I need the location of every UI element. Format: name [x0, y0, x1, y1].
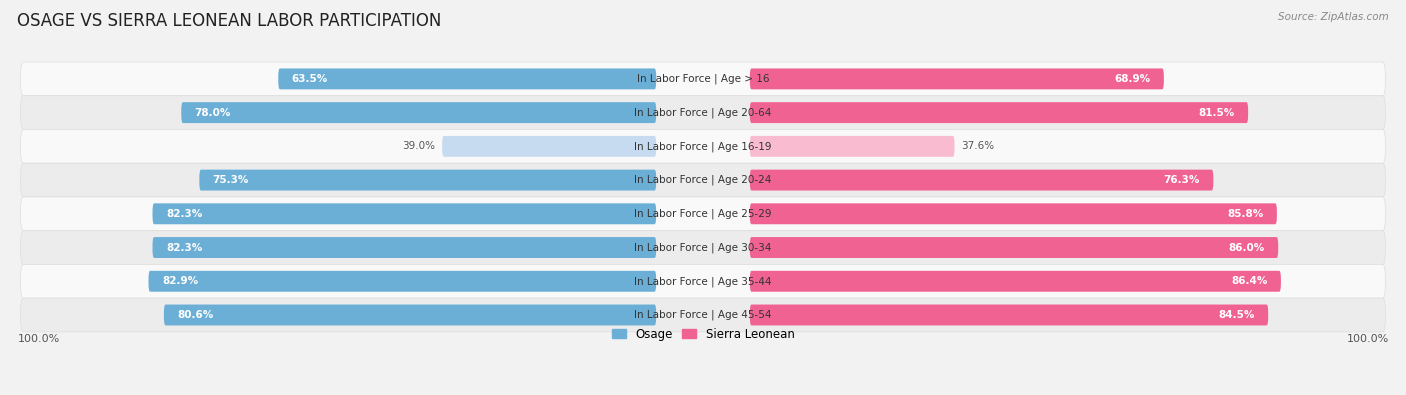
Text: 82.3%: 82.3%: [166, 243, 202, 252]
Text: In Labor Force | Age 20-24: In Labor Force | Age 20-24: [634, 175, 772, 185]
Text: 37.6%: 37.6%: [962, 141, 994, 151]
Text: In Labor Force | Age 16-19: In Labor Force | Age 16-19: [634, 141, 772, 152]
Text: Source: ZipAtlas.com: Source: ZipAtlas.com: [1278, 12, 1389, 22]
Text: In Labor Force | Age 25-29: In Labor Force | Age 25-29: [634, 209, 772, 219]
FancyBboxPatch shape: [749, 169, 1213, 190]
FancyBboxPatch shape: [21, 96, 1385, 130]
Text: 75.3%: 75.3%: [212, 175, 249, 185]
Text: In Labor Force | Age 30-34: In Labor Force | Age 30-34: [634, 242, 772, 253]
Text: 39.0%: 39.0%: [402, 141, 436, 151]
FancyBboxPatch shape: [152, 203, 657, 224]
Text: 78.0%: 78.0%: [194, 107, 231, 118]
FancyBboxPatch shape: [21, 231, 1385, 264]
Text: OSAGE VS SIERRA LEONEAN LABOR PARTICIPATION: OSAGE VS SIERRA LEONEAN LABOR PARTICIPAT…: [17, 12, 441, 30]
FancyBboxPatch shape: [21, 163, 1385, 197]
FancyBboxPatch shape: [749, 305, 1268, 325]
Text: In Labor Force | Age 35-44: In Labor Force | Age 35-44: [634, 276, 772, 286]
Text: 86.0%: 86.0%: [1229, 243, 1265, 252]
Text: In Labor Force | Age 45-54: In Labor Force | Age 45-54: [634, 310, 772, 320]
FancyBboxPatch shape: [21, 264, 1385, 298]
FancyBboxPatch shape: [441, 136, 657, 157]
FancyBboxPatch shape: [749, 68, 1164, 89]
Text: 82.3%: 82.3%: [166, 209, 202, 219]
FancyBboxPatch shape: [21, 298, 1385, 332]
Text: 68.9%: 68.9%: [1115, 74, 1150, 84]
FancyBboxPatch shape: [165, 305, 657, 325]
FancyBboxPatch shape: [149, 271, 657, 292]
FancyBboxPatch shape: [152, 237, 657, 258]
Legend: Osage, Sierra Leonean: Osage, Sierra Leonean: [612, 327, 794, 340]
FancyBboxPatch shape: [181, 102, 657, 123]
FancyBboxPatch shape: [749, 136, 955, 157]
FancyBboxPatch shape: [200, 169, 657, 190]
Text: 76.3%: 76.3%: [1164, 175, 1199, 185]
FancyBboxPatch shape: [749, 203, 1277, 224]
Text: 80.6%: 80.6%: [177, 310, 214, 320]
Text: 100.0%: 100.0%: [1347, 334, 1389, 344]
Text: 81.5%: 81.5%: [1198, 107, 1234, 118]
Text: 100.0%: 100.0%: [17, 334, 59, 344]
FancyBboxPatch shape: [749, 271, 1281, 292]
Text: In Labor Force | Age > 16: In Labor Force | Age > 16: [637, 73, 769, 84]
FancyBboxPatch shape: [749, 102, 1249, 123]
FancyBboxPatch shape: [21, 62, 1385, 96]
FancyBboxPatch shape: [21, 130, 1385, 163]
Text: 86.4%: 86.4%: [1232, 276, 1268, 286]
FancyBboxPatch shape: [21, 197, 1385, 231]
Text: 82.9%: 82.9%: [162, 276, 198, 286]
FancyBboxPatch shape: [749, 237, 1278, 258]
Text: 85.8%: 85.8%: [1227, 209, 1264, 219]
Text: 63.5%: 63.5%: [291, 74, 328, 84]
Text: 84.5%: 84.5%: [1219, 310, 1254, 320]
Text: In Labor Force | Age 20-64: In Labor Force | Age 20-64: [634, 107, 772, 118]
FancyBboxPatch shape: [278, 68, 657, 89]
